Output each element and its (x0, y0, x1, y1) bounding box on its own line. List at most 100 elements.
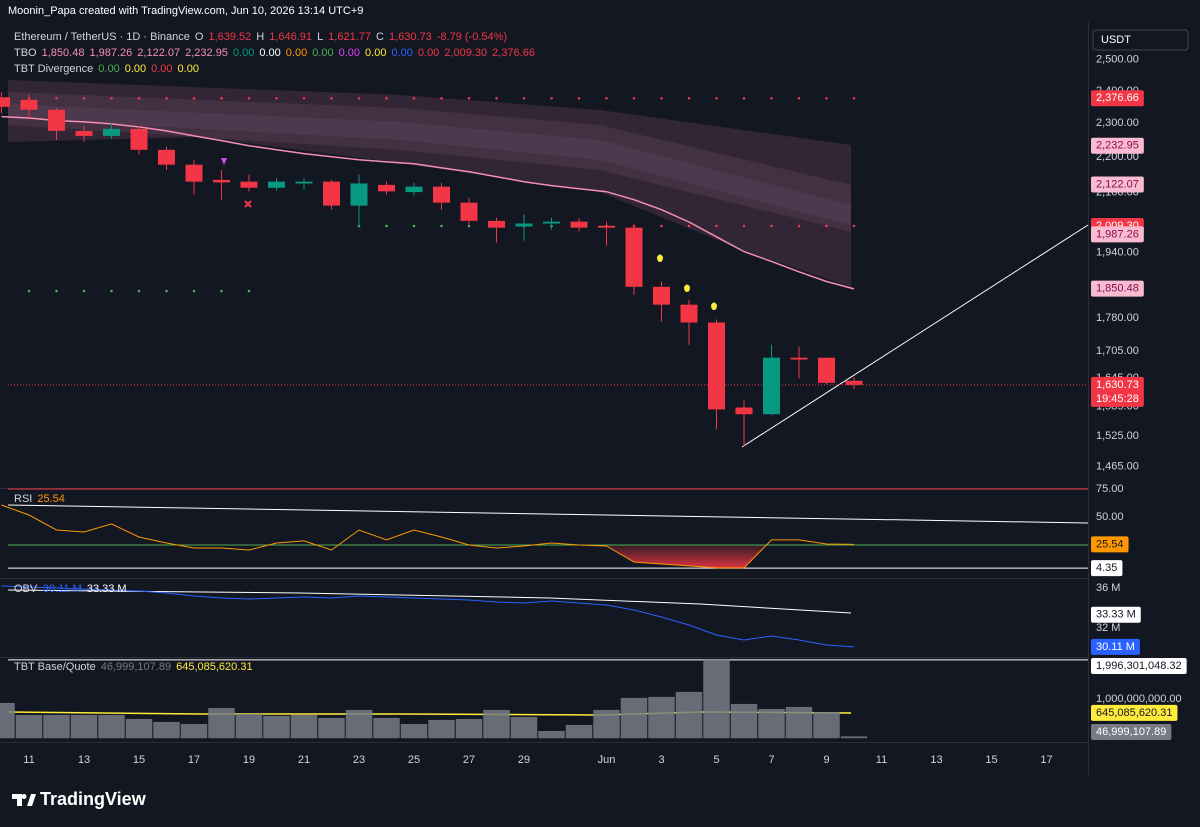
candle-body (378, 184, 395, 192)
volume-bar (620, 697, 648, 739)
tbo-dot (82, 96, 86, 100)
price-label: 1,987.26 (1096, 228, 1139, 240)
tbo-dot (137, 96, 141, 100)
tbo-dot (687, 96, 691, 100)
volume-bar (180, 723, 208, 739)
countdown: 19:45:28 (1096, 393, 1139, 405)
price-label-box (1091, 137, 1144, 154)
signal-dot (412, 224, 416, 228)
candle-body (625, 227, 643, 287)
price-label-box (1091, 536, 1129, 553)
volume-bar (263, 715, 290, 739)
tbo-dot (412, 96, 416, 100)
y-tick-label: 1,000,000,000.00 (1096, 693, 1182, 705)
tbo-dot (220, 96, 223, 100)
volume-bar (428, 719, 455, 739)
indicator-value: 2,376.66 (492, 47, 535, 59)
candle-body (185, 164, 203, 182)
quote-value: O (194, 31, 204, 43)
volume-bar (70, 714, 98, 739)
symbol-row: Ethereum / TetherUS · 1D · Binance O 1,639… (14, 31, 512, 43)
y-tick-label: 1,780.00 (1096, 312, 1139, 324)
volume-bar (400, 723, 428, 739)
tbo-dot (852, 224, 856, 228)
price-label-box (1091, 704, 1178, 721)
volume-bar (125, 718, 153, 739)
price-label-box (1091, 376, 1144, 407)
indicator-value: 1,850.48 (41, 47, 85, 59)
tbo-dot (605, 96, 608, 100)
x-tick-label: Jun (598, 754, 616, 766)
price-label: 1,630.73 (1096, 379, 1139, 391)
brand: TradingView (40, 789, 147, 809)
candle-body (350, 183, 368, 206)
credit: Moonin_Papa created with TradingView.com… (8, 5, 364, 17)
indicator-value: 0.00 (177, 63, 199, 75)
candle-body (460, 202, 478, 221)
x-tick-label: 11 (23, 754, 34, 766)
volume-bar (345, 709, 373, 739)
tbo-dot (55, 96, 58, 100)
signal-dot (165, 289, 168, 293)
signal-marker (244, 200, 252, 208)
y-tick-label: 2,500.00 (1096, 54, 1139, 66)
y-tick-label: 50.00 (1096, 511, 1124, 523)
volume-bar (565, 724, 593, 739)
tbo-dot (550, 96, 553, 100)
candle-body (268, 181, 285, 188)
tbo-dot (495, 96, 498, 100)
indicator-value: 0.00 (98, 63, 120, 75)
y-tick-label: 2,300.00 (1096, 117, 1139, 129)
candle-body (103, 128, 120, 136)
quote-value: 1,621.77 (328, 31, 372, 43)
x-tick-label: 9 (823, 754, 829, 766)
volume-bar (208, 707, 235, 739)
signal-dot (192, 289, 196, 293)
candle-body (680, 304, 698, 323)
tbo-line (1, 115, 855, 290)
y-tick-label: 1,525.00 (1096, 430, 1139, 442)
price-label: 1,996,301,048.32 (1096, 660, 1182, 672)
price-label-box (1091, 226, 1144, 243)
tbo-dot (660, 224, 663, 228)
price-label-box (1091, 606, 1141, 623)
pane-legend: 33.33 M (87, 583, 127, 595)
tbo-dot (165, 96, 168, 100)
x-tick-label: 13 (78, 754, 90, 766)
indicator-value: 0.00 (365, 47, 387, 59)
pane-legend: 645,085,620.31 (176, 661, 252, 673)
indicator-value: 0.00 (391, 47, 413, 59)
tbo-dot (467, 96, 471, 100)
indicator-value: 0.00 (312, 47, 334, 59)
x-tick-label: 27 (463, 754, 475, 766)
tbo-dot (330, 96, 333, 100)
indicator-value: 0.00 (124, 63, 147, 75)
price-label-box (1091, 638, 1140, 655)
tbo-dot (687, 224, 691, 228)
indicator-value: 0.00 (285, 47, 308, 59)
indicator-value: 2,232.95 (185, 47, 228, 59)
price-label: 2,376.66 (1096, 92, 1139, 104)
tbo-dot (742, 96, 746, 100)
x-tick-label: 15 (985, 754, 997, 766)
candle-body (158, 149, 175, 165)
candle-body (543, 221, 560, 224)
x-tick-label: 23 (353, 754, 365, 766)
pane-legend: OBV (14, 583, 38, 595)
candle-body (708, 322, 725, 410)
symbol: Ethereum / TetherUS · 1D · Binance (14, 31, 190, 43)
candle-body (213, 179, 230, 183)
price-label-box (1091, 280, 1144, 297)
tbo-dot (192, 96, 196, 100)
signal-dot (55, 289, 58, 293)
price-label: 25.54 (1096, 538, 1124, 550)
tbo-dot (660, 96, 663, 100)
signal-dot (220, 289, 223, 293)
tbo-dot (797, 96, 801, 100)
tbo-dot (770, 224, 773, 228)
x-tick-label: 11 (876, 754, 887, 766)
tbo-dot (522, 96, 526, 100)
price-label-box (1091, 176, 1144, 193)
price-label: 46,999,107.89 (1096, 726, 1166, 738)
candle-body (735, 407, 753, 415)
